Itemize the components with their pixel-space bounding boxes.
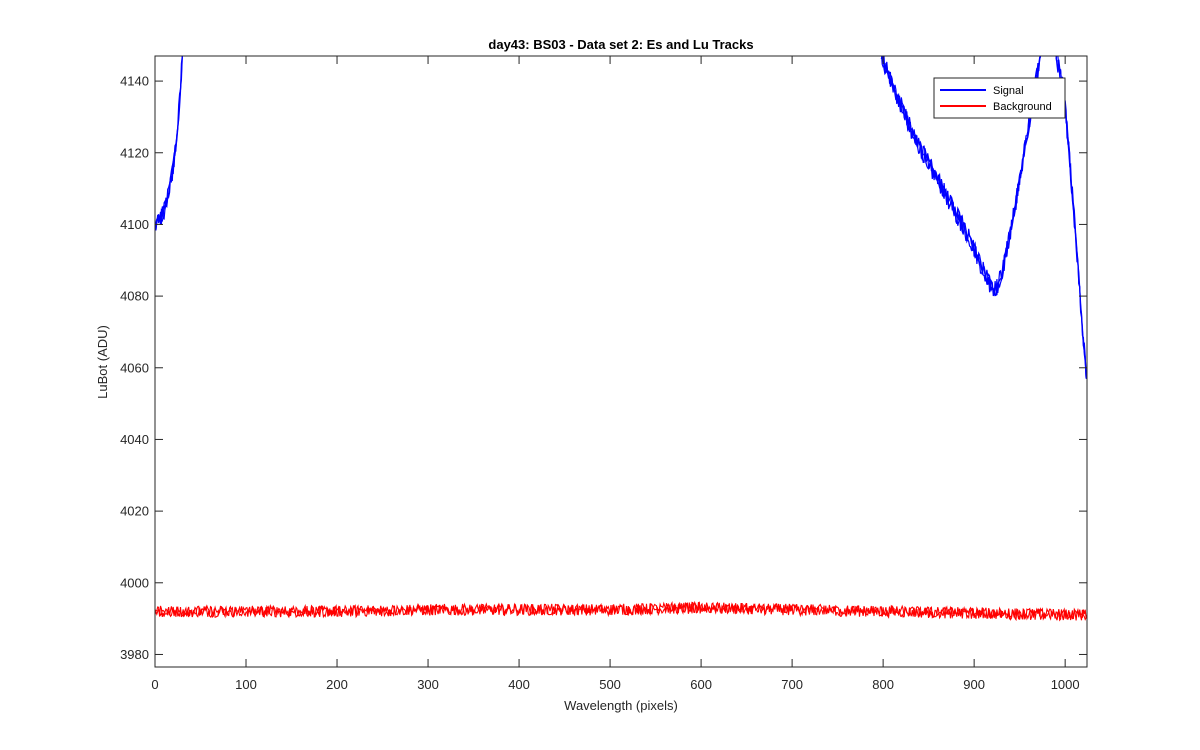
series-line-signal-0-0 — [155, 56, 183, 231]
legend-label-signal: Signal — [993, 85, 1024, 97]
legend-box — [933, 77, 1066, 119]
series-line-background-0-1 — [155, 601, 1087, 622]
series-background — [155, 600, 1087, 622]
y-tick-label: 4040 — [120, 432, 149, 447]
chart-title: day43: BS03 - Data set 2: Es and Lu Trac… — [488, 37, 753, 52]
axis-ticks: 0 100 200 300 400 500 600 700 800 900 1000 3980 4000… — [120, 55, 1088, 692]
y-tick-label: 4080 — [120, 289, 149, 304]
legend-label-background: Background — [993, 101, 1052, 113]
legend: Signal Background — [933, 77, 1066, 119]
y-tick-label: 4100 — [120, 217, 149, 232]
y-tick-label: 4140 — [120, 74, 149, 89]
series-line-signal-1-2 — [881, 56, 1042, 297]
x-tick-label: 300 — [417, 677, 439, 692]
x-tick-label: 700 — [781, 677, 803, 692]
series-line-signal-0-1 — [155, 56, 183, 231]
y-tick-label: 3980 — [120, 647, 149, 662]
y-tick-label: 4060 — [120, 360, 149, 375]
y-axis-title: LuBot (ADU) — [95, 325, 110, 399]
x-tick-label: 900 — [963, 677, 985, 692]
x-axis-title: Wavelength (pixels) — [564, 698, 678, 713]
series-line-signal-0-2 — [155, 56, 183, 227]
x-tick-label: 100 — [235, 677, 257, 692]
x-tick-label: 0 — [151, 677, 158, 692]
y-tick-label: 4020 — [120, 504, 149, 519]
y-tick-label: 4000 — [120, 575, 149, 590]
x-tick-label: 800 — [872, 677, 894, 692]
x-tick-label: 500 — [599, 677, 621, 692]
y-tick-label: 4120 — [120, 145, 149, 160]
plot-area — [155, 56, 1087, 622]
x-tick-label: 200 — [326, 677, 348, 692]
x-tick-label: 600 — [690, 677, 712, 692]
axes-box — [154, 55, 1088, 668]
x-tick-label: 1000 — [1051, 677, 1080, 692]
x-tick-label: 400 — [508, 677, 530, 692]
